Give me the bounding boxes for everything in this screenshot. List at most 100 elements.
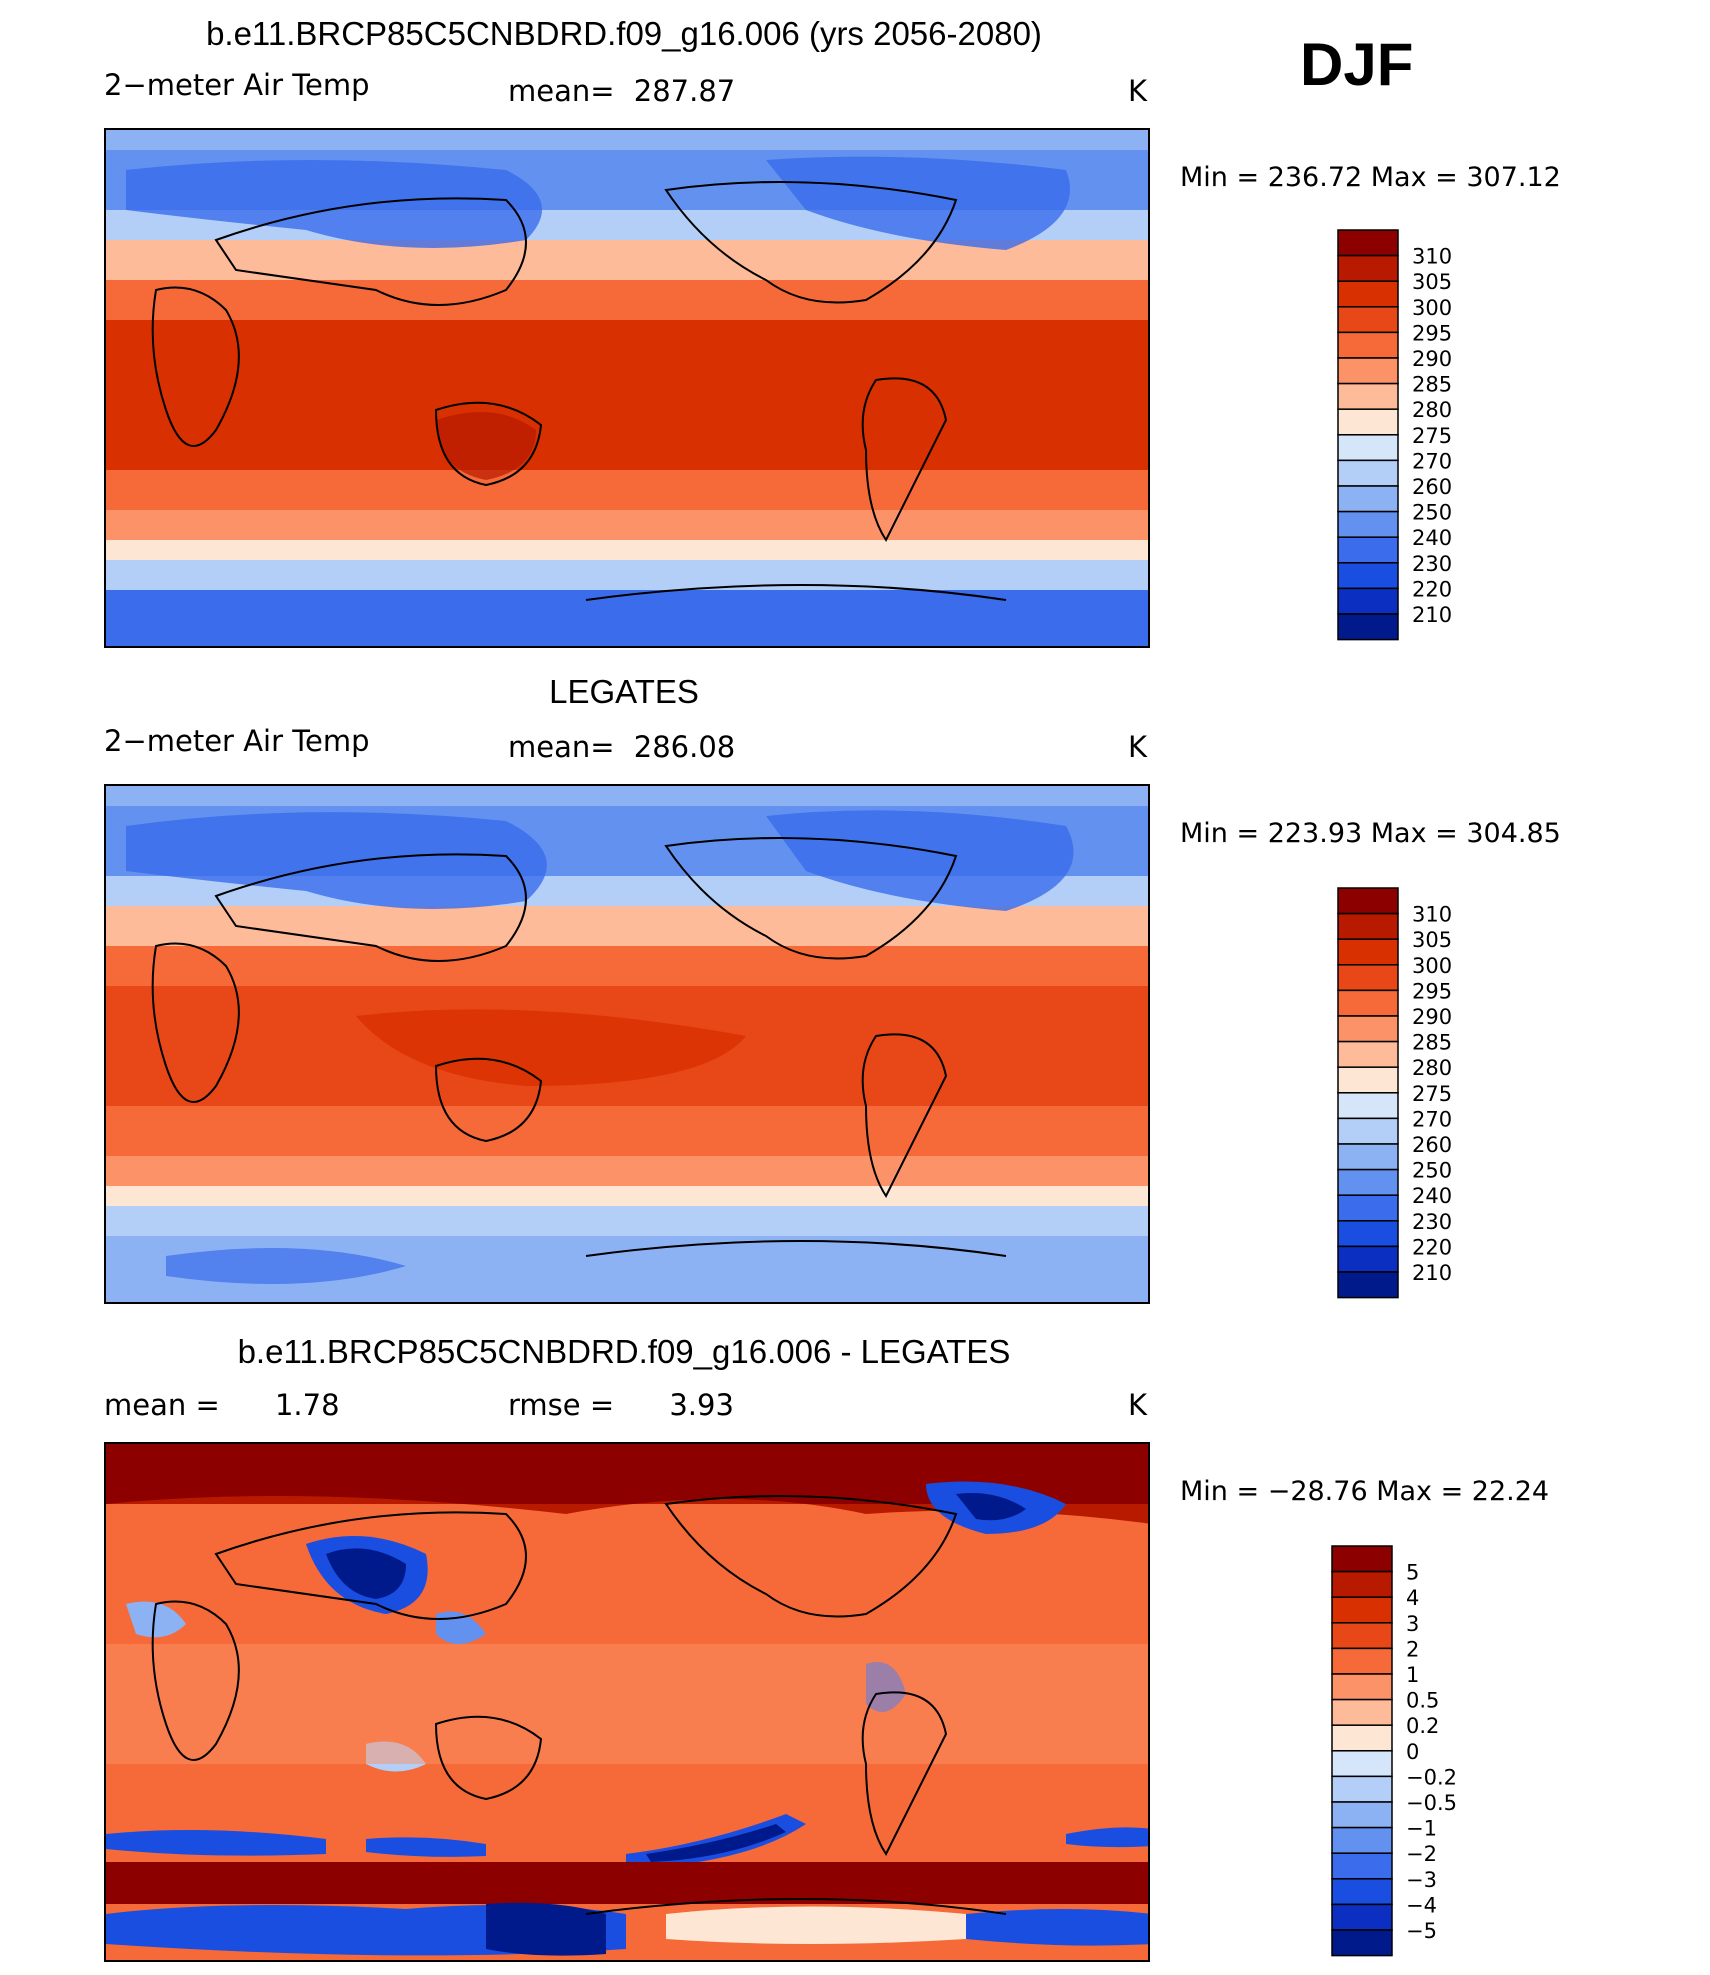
colorbar-tick-label: 240 (1412, 526, 1452, 550)
australia-warm-region (436, 412, 536, 480)
coastlines (151, 181, 1007, 601)
colorbar-swatch (1337, 1245, 1399, 1273)
colorbar-tick-label: 240 (1412, 1184, 1452, 1208)
colorbar-swatch (1331, 1929, 1393, 1957)
colorbar-tick-label: 285 (1412, 1031, 1452, 1055)
panel-title: LEGATES (549, 673, 699, 710)
panel-title: b.e11.BRCP85C5CNBDRD.f09_g16.006 - LEGAT… (237, 1333, 1011, 1370)
colorbar-swatch (1337, 1168, 1399, 1196)
colorbar-swatch (1337, 938, 1399, 966)
units-label: K (1128, 1388, 1148, 1422)
panel-difference: b.e11.BRCP85C5CNBDRD.f09_g16.006 - LEGAT… (0, 1318, 1710, 1968)
colorbar-swatch (1337, 536, 1399, 564)
band-south-mild (106, 510, 1148, 540)
colorbar-swatch (1337, 1220, 1399, 1248)
colorbar-tick-label: −1 (1406, 1817, 1437, 1841)
colorbar-tick-label: 280 (1412, 398, 1452, 422)
colorbar-tick-label: −0.2 (1406, 1765, 1457, 1789)
mean-stat: mean= 286.08 (508, 730, 735, 764)
colorbar-swatch (1337, 459, 1399, 487)
colorbar-tick-label: 0.5 (1406, 1689, 1439, 1713)
colorbar-swatch (1337, 964, 1399, 992)
colorbar-swatch (1331, 1852, 1393, 1880)
colorbar-swatch (1337, 1117, 1399, 1145)
colorbar-tick-label: −0.5 (1406, 1791, 1457, 1815)
colorbar: 5 4 3 2 1 0.5 0.2 0 −0.2 −0.5 −1 −2 −3 −4 −5 (1330, 1544, 1480, 1959)
colorbar-swatch (1337, 1194, 1399, 1222)
colorbar-tick-label: 0.2 (1406, 1714, 1439, 1738)
colorbar-tick-label: 280 (1412, 1056, 1452, 1080)
colorbar-swatch (1337, 382, 1399, 410)
colorbar-tick-label: 260 (1412, 475, 1452, 499)
colorbar-tick-label: 310 (1412, 903, 1452, 927)
min-max-readout: Min = 223.93 Max = 304.85 (1180, 818, 1561, 849)
panel-observation: LEGATES 2−meter Air Temp mean= 286.08 K (0, 660, 1710, 1310)
colorbar-swatch (1337, 562, 1399, 590)
colorbar-tick-label: 250 (1412, 1159, 1452, 1183)
mean-label: mean= (508, 730, 615, 764)
rmse-stat: rmse = 3.93 (508, 1388, 734, 1422)
colorbar-swatch (1331, 1826, 1393, 1854)
colorbar-tick-label: 220 (1412, 577, 1452, 601)
colorbar: 310 305 300 295 290 285 280 275 270 260 250 240 230 2… (1336, 886, 1486, 1301)
colorbar-tick-label: 310 (1412, 245, 1452, 269)
band-south-warm (106, 470, 1148, 510)
colorbar-swatch (1337, 280, 1399, 308)
temperature-map (104, 784, 1150, 1304)
temperature-map (104, 128, 1150, 648)
rmse-value: 3.93 (669, 1388, 734, 1422)
colorbar-tick-label: 230 (1412, 1210, 1452, 1234)
colorbar-tick-label: 5 (1406, 1561, 1419, 1585)
colorbar-swatch (1337, 331, 1399, 359)
mean-label: mean= (508, 74, 615, 108)
min-max-readout: Min = −28.76 Max = 22.24 (1180, 1476, 1550, 1507)
panel-model: b.e11.BRCP85C5CNBDRD.f09_g16.006 (yrs 20… (0, 0, 1710, 650)
mean-stat: mean= 287.87 (508, 74, 735, 108)
colorbar-tick-label: 210 (1412, 603, 1452, 627)
colorbar-tick-label: 305 (1412, 928, 1452, 952)
colorbar-tick-label: 290 (1412, 1005, 1452, 1029)
colorbar-tick-label: 250 (1412, 501, 1452, 525)
colorbar-tick-label: 290 (1412, 347, 1452, 371)
colorbar-swatch (1337, 434, 1399, 462)
colorbar-swatch (1331, 1596, 1393, 1624)
mean-value: 286.08 (633, 730, 736, 764)
colorbar-tick-label: 275 (1412, 1082, 1452, 1106)
colorbar-tick-label: 230 (1412, 552, 1452, 576)
colorbar-tick-label: 300 (1412, 296, 1452, 320)
panel-title: b.e11.BRCP85C5CNBDRD.f09_g16.006 (yrs 20… (206, 15, 1042, 52)
colorbar: 310 305 300 295 290 285 280 275 270 260 250 240 230 2… (1336, 228, 1486, 643)
colorbar-tick-label: −2 (1406, 1842, 1437, 1866)
colorbar-tick-label: 210 (1412, 1261, 1452, 1285)
colorbar-svg: 3103053002952902852802752702602502402302… (1337, 229, 1452, 641)
band-arctic (106, 130, 1148, 150)
colorbar-swatch (1331, 1724, 1393, 1752)
colorbar-swatch (1331, 1698, 1393, 1726)
colorbar-swatch (1331, 1775, 1393, 1803)
mean-label: mean = (104, 1388, 220, 1422)
colorbar-tick-label: 270 (1412, 449, 1452, 473)
colorbar-swatch (1337, 408, 1399, 436)
mean-value: 287.87 (633, 74, 736, 108)
colorbar-tick-label: 220 (1412, 1235, 1452, 1259)
variable-label: 2−meter Air Temp (104, 724, 370, 758)
mean-stat: mean = 1.78 (104, 1388, 340, 1422)
colorbar-swatch (1331, 1801, 1393, 1829)
colorbar-swatch (1337, 1143, 1399, 1171)
colorbar-swatch (1337, 306, 1399, 334)
colorbar-swatch (1337, 1040, 1399, 1068)
colorbar-tick-label: 0 (1406, 1740, 1419, 1764)
colorbar-swatch (1331, 1647, 1393, 1675)
colorbar-tick-label: 4 (1406, 1586, 1419, 1610)
colorbar-swatch (1337, 510, 1399, 538)
colorbar-tick-label: 285 (1412, 373, 1452, 397)
colorbar-swatch (1337, 887, 1399, 915)
colorbar-swatch (1337, 357, 1399, 385)
variable-label: 2−meter Air Temp (104, 68, 370, 102)
rmse-label: rmse = (508, 1388, 615, 1422)
colorbar-swatch (1331, 1903, 1393, 1931)
north-america-cold-region (766, 156, 1070, 250)
colorbar-swatch (1337, 587, 1399, 615)
band-south-cool (106, 540, 1148, 560)
